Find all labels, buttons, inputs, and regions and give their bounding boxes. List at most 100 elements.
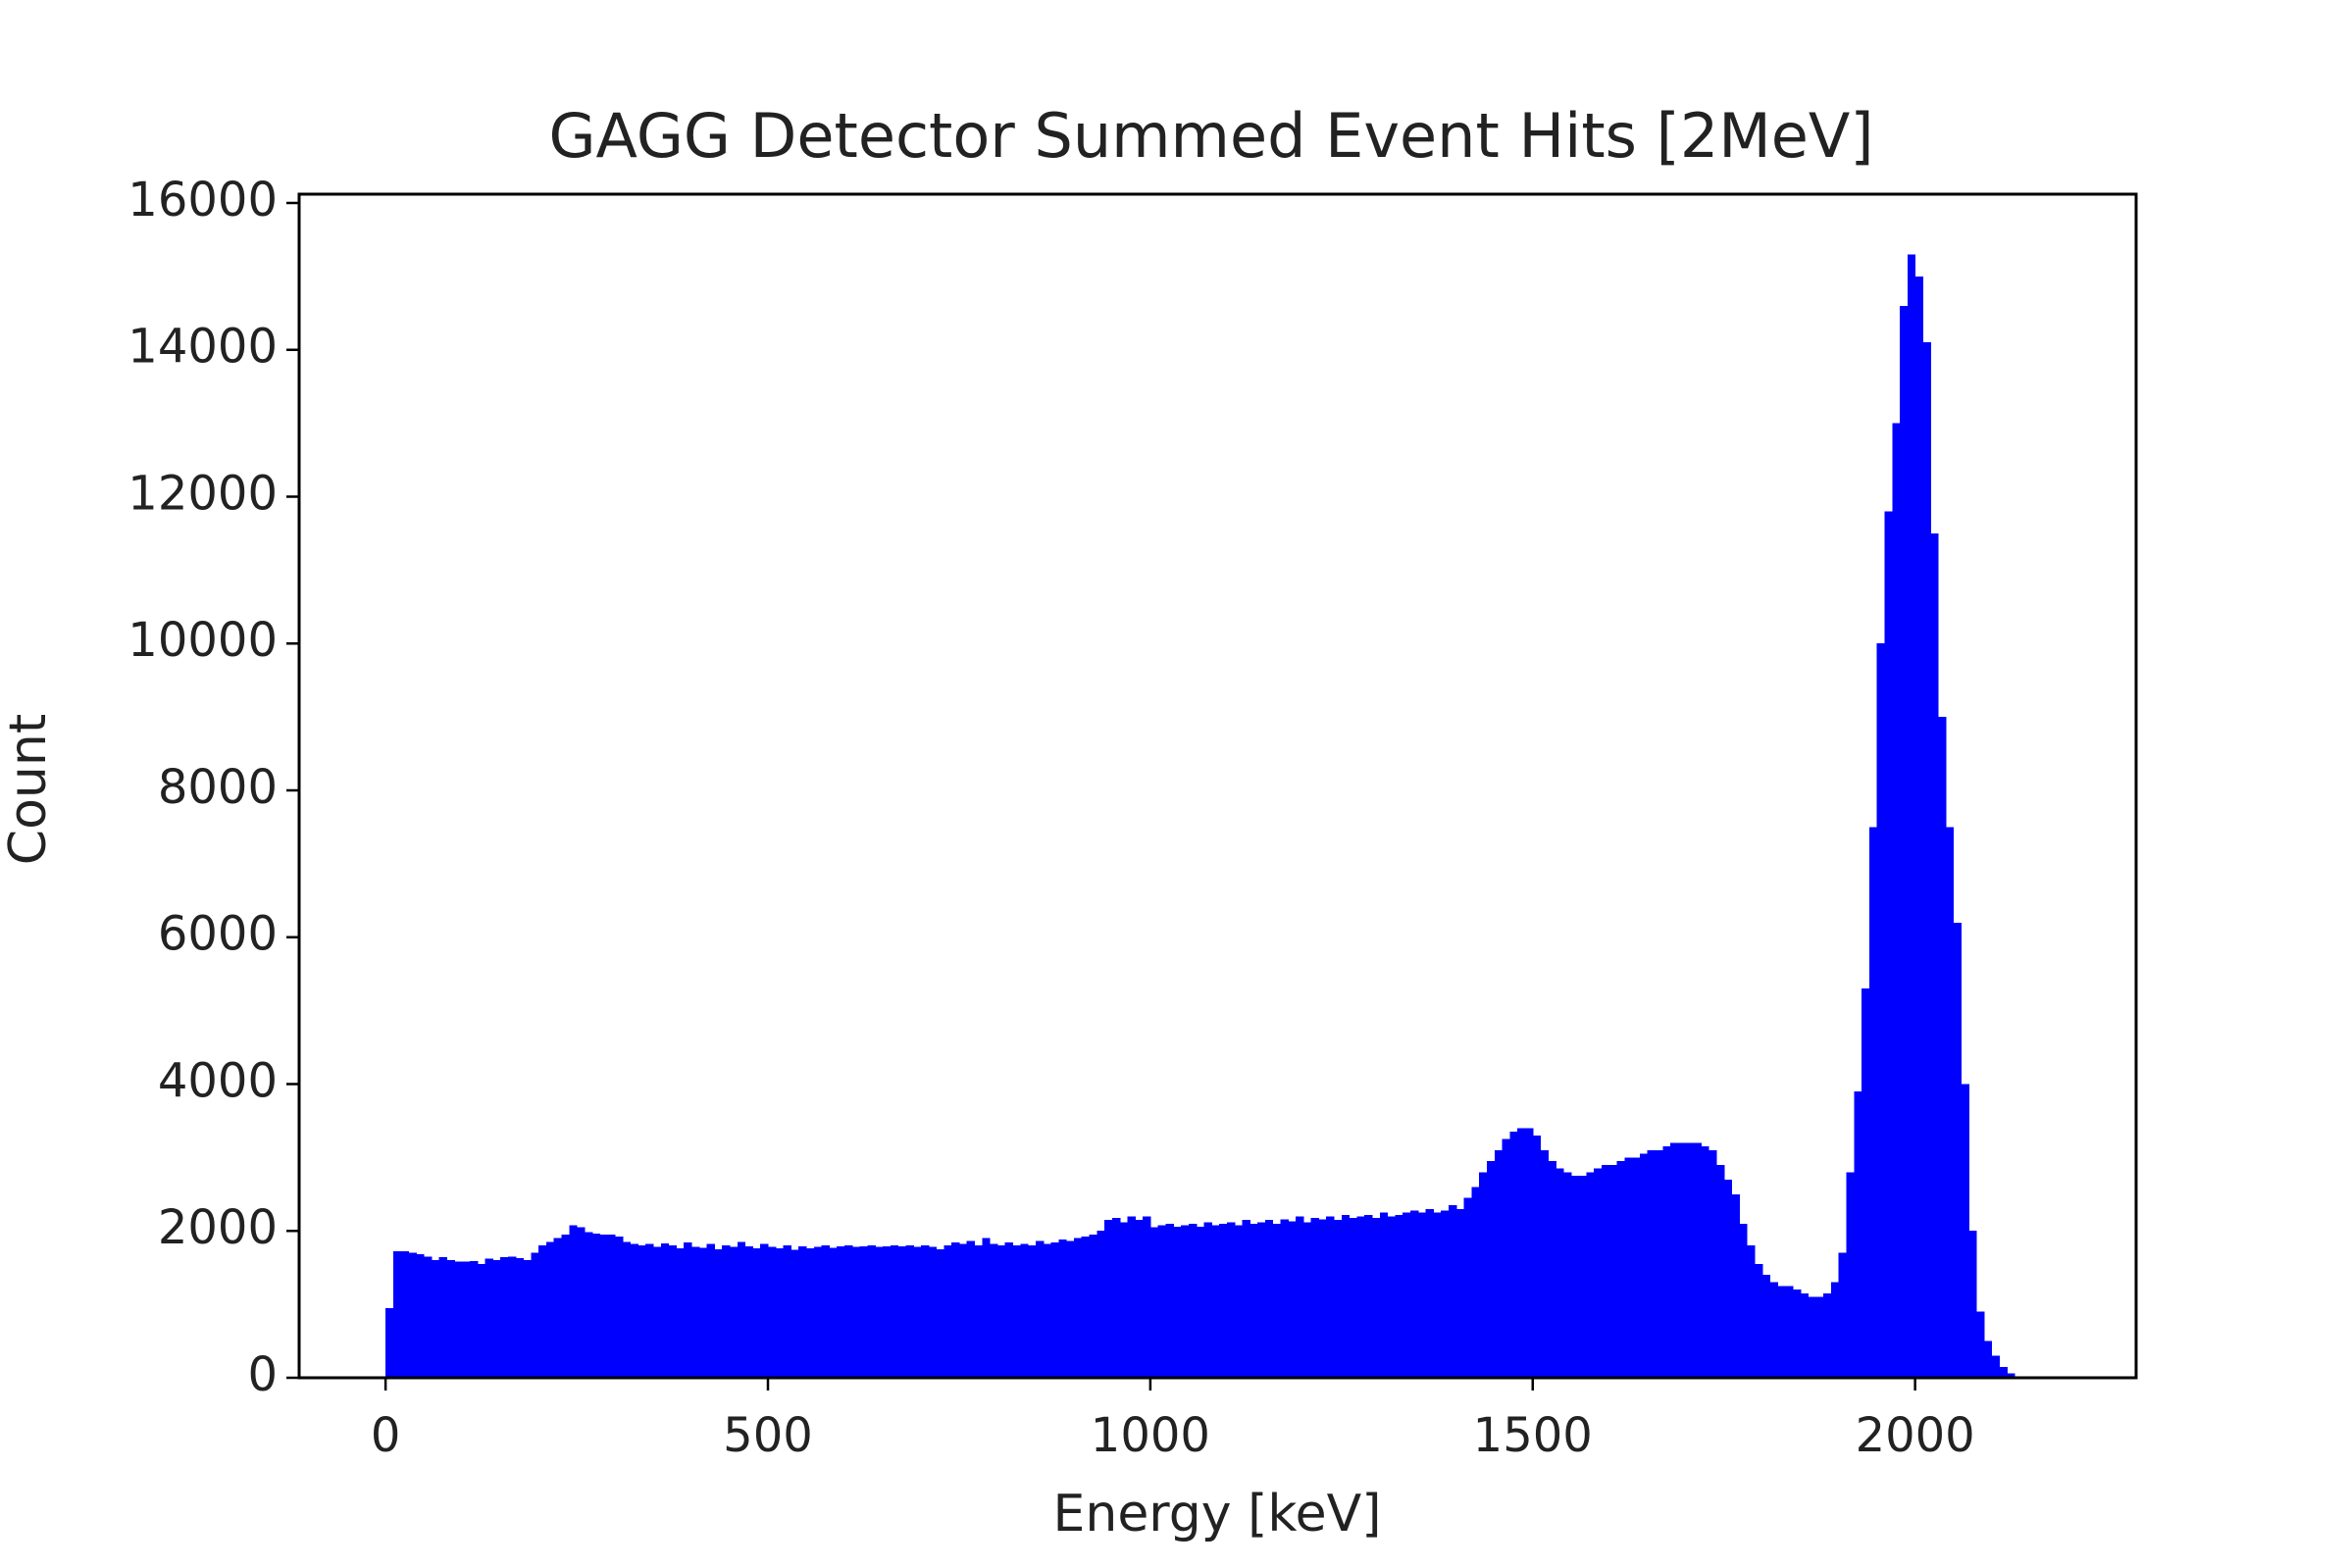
- bar: [1800, 1292, 1810, 1378]
- bar: [1747, 1245, 1756, 1378]
- bar: [660, 1242, 670, 1378]
- bar: [607, 1234, 616, 1378]
- bar: [1441, 1210, 1450, 1378]
- bar: [1983, 1340, 1993, 1378]
- bar: [1900, 305, 1909, 1378]
- bar: [1020, 1243, 1029, 1378]
- bar: [1119, 1222, 1129, 1378]
- bar: [1670, 1142, 1679, 1378]
- bar: [1280, 1219, 1289, 1378]
- bar: [760, 1243, 769, 1378]
- bar: [913, 1246, 922, 1378]
- bar: [1708, 1149, 1717, 1378]
- bar: [1838, 1252, 1848, 1378]
- bar: [1562, 1172, 1572, 1378]
- bar: [1914, 276, 1924, 1378]
- bar: [706, 1243, 716, 1378]
- bar: [982, 1238, 991, 1378]
- bar: [1479, 1172, 1488, 1378]
- bar: [1968, 1231, 1977, 1378]
- y-tick-label: 0: [247, 1347, 278, 1402]
- bar: [1211, 1225, 1220, 1378]
- bar: [897, 1245, 906, 1378]
- bar: [843, 1245, 853, 1378]
- bar: [875, 1246, 884, 1378]
- bar: [1379, 1212, 1389, 1378]
- bar: [1310, 1217, 1320, 1378]
- y-tick-label: 6000: [158, 907, 278, 962]
- bar: [951, 1242, 960, 1378]
- bar: [1815, 1296, 1824, 1378]
- bar: [1540, 1149, 1549, 1378]
- bar: [775, 1248, 785, 1378]
- bar: [1272, 1223, 1282, 1378]
- bar: [1425, 1208, 1434, 1378]
- bar: [2007, 1373, 2015, 1378]
- bar: [1157, 1225, 1167, 1378]
- bar: [1035, 1240, 1045, 1378]
- bar: [783, 1245, 791, 1378]
- bar: [1028, 1245, 1037, 1378]
- bar: [1364, 1214, 1373, 1378]
- bar: [767, 1246, 777, 1378]
- bar: [1862, 988, 1870, 1378]
- bar: [1769, 1282, 1778, 1378]
- bar: [1004, 1242, 1014, 1378]
- bar: [599, 1234, 608, 1378]
- bar: [1058, 1239, 1067, 1378]
- bar: [1991, 1355, 2001, 1378]
- bar: [990, 1243, 998, 1378]
- bar: [1509, 1132, 1518, 1378]
- bar: [1953, 922, 1963, 1378]
- bar: [622, 1241, 632, 1378]
- bar: [545, 1241, 555, 1378]
- bar: [1264, 1220, 1274, 1378]
- bar: [1830, 1282, 1840, 1378]
- bar: [408, 1252, 417, 1378]
- bar: [1632, 1157, 1641, 1378]
- bar: [1677, 1142, 1687, 1378]
- bar: [676, 1248, 685, 1378]
- bar: [638, 1245, 646, 1378]
- bar: [1754, 1263, 1763, 1378]
- bar: [1502, 1138, 1510, 1378]
- bar: [615, 1237, 624, 1378]
- bar: [1731, 1193, 1740, 1378]
- bar: [1012, 1245, 1021, 1378]
- y-axis-label: Count: [0, 714, 58, 865]
- bar: [1685, 1142, 1695, 1378]
- bar: [561, 1234, 570, 1378]
- bar: [553, 1238, 563, 1378]
- bar: [1868, 827, 1878, 1378]
- bar: [1349, 1217, 1358, 1378]
- x-axis-label: Energy [keV]: [1053, 1485, 1382, 1543]
- bar: [1196, 1226, 1205, 1378]
- bar: [1854, 1090, 1862, 1378]
- bar: [668, 1245, 678, 1378]
- bar: [1616, 1161, 1625, 1378]
- bar: [630, 1243, 639, 1378]
- bar: [1081, 1237, 1091, 1378]
- bar: [944, 1245, 952, 1378]
- bar: [500, 1257, 509, 1378]
- bar: [1494, 1149, 1504, 1378]
- bar: [416, 1254, 425, 1378]
- bar: [469, 1260, 479, 1378]
- bar: [1823, 1292, 1832, 1378]
- bar: [1662, 1146, 1671, 1378]
- bar: [698, 1247, 708, 1378]
- bar: [1234, 1225, 1244, 1378]
- bar: [1318, 1219, 1327, 1378]
- bar: [484, 1258, 493, 1378]
- bar: [591, 1234, 601, 1378]
- bar: [653, 1246, 662, 1378]
- bar: [1288, 1221, 1297, 1378]
- bar: [1608, 1164, 1618, 1378]
- bar: [1601, 1164, 1610, 1378]
- bar: [867, 1245, 876, 1378]
- bar: [1976, 1311, 1985, 1378]
- bar: [882, 1245, 892, 1378]
- bar: [1570, 1176, 1580, 1378]
- bar: [446, 1260, 455, 1378]
